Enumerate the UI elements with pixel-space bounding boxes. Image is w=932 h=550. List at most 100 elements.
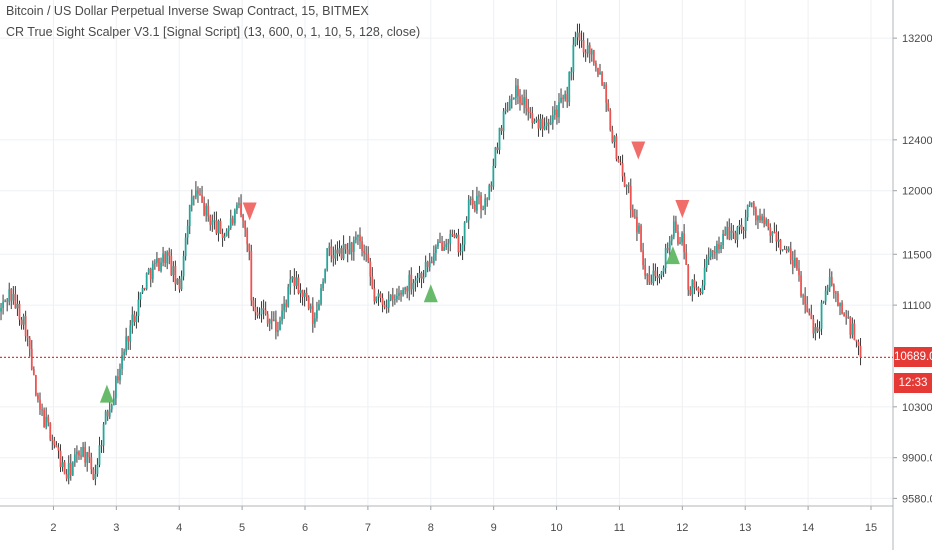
candle-body xyxy=(713,252,716,254)
candle-body xyxy=(779,239,782,251)
candle-body xyxy=(720,245,722,250)
candle-body xyxy=(344,244,347,250)
candle-body xyxy=(494,147,497,166)
y-tick-label: 11100.0 xyxy=(902,300,932,312)
candle-body xyxy=(471,198,474,205)
candle-body xyxy=(691,279,694,295)
candle-body xyxy=(681,233,683,243)
candle-body xyxy=(519,96,521,103)
candle-body xyxy=(742,229,745,231)
candle-body xyxy=(529,111,532,113)
candle-body xyxy=(71,462,74,476)
candle-body xyxy=(10,289,13,301)
candle-body xyxy=(757,215,759,221)
plot-area[interactable] xyxy=(0,0,893,506)
candle-body xyxy=(32,369,35,376)
candle-body xyxy=(531,112,534,123)
x-tick-label: 10 xyxy=(550,522,562,534)
candle-body xyxy=(847,316,850,318)
candle-body xyxy=(748,202,751,206)
y-tick-label: 9900.0 xyxy=(902,453,932,465)
candle-body xyxy=(100,445,103,447)
candle-body xyxy=(291,276,294,280)
candle-body xyxy=(502,111,505,132)
candle-body xyxy=(14,294,17,309)
candle-body xyxy=(588,45,591,55)
candle-body xyxy=(404,287,407,290)
x-tick-label: 13 xyxy=(739,522,751,534)
candle-body xyxy=(53,440,56,446)
candle-body xyxy=(387,299,390,308)
candle-body xyxy=(76,451,78,455)
candle-body xyxy=(211,220,214,225)
candle-body xyxy=(582,40,585,53)
candle-body xyxy=(633,216,636,218)
candle-body xyxy=(408,274,411,292)
candle-body xyxy=(145,273,148,289)
candle-body xyxy=(553,109,556,116)
candle-body xyxy=(37,394,39,400)
candle-body xyxy=(638,225,640,233)
candle-body xyxy=(796,257,798,269)
candle-body xyxy=(213,220,216,222)
candle-body xyxy=(605,84,608,103)
candle-body xyxy=(336,249,339,254)
candle-body xyxy=(744,217,747,231)
candle-body xyxy=(320,288,322,305)
candle-body xyxy=(525,97,528,109)
candle-body xyxy=(549,122,552,125)
candle-body xyxy=(47,416,50,423)
candle-body xyxy=(488,185,491,200)
candle-body xyxy=(190,196,193,206)
candle-body xyxy=(463,222,466,245)
indicator-label[interactable]: CR True Sight Scalper V3.1 [Signal Scrip… xyxy=(6,25,421,39)
candle-body xyxy=(373,288,376,302)
candle-body xyxy=(375,296,378,302)
candle-body xyxy=(746,205,749,218)
candle-body xyxy=(621,163,624,177)
candle-body xyxy=(268,319,271,324)
candle-body xyxy=(266,314,269,324)
candle-body xyxy=(773,231,776,233)
candle-body xyxy=(810,313,813,319)
candle-body xyxy=(570,71,573,73)
candle-body xyxy=(98,445,101,465)
candle-body xyxy=(67,463,70,479)
candle-body xyxy=(677,231,679,244)
candle-body xyxy=(22,316,25,325)
candle-body xyxy=(180,276,183,290)
candle-body xyxy=(465,220,468,223)
candle-body xyxy=(457,234,460,253)
candle-body xyxy=(393,299,396,301)
candle-body xyxy=(332,255,335,259)
candle-body xyxy=(369,261,372,277)
candle-body xyxy=(648,274,651,283)
candle-body xyxy=(311,306,314,324)
candle-body xyxy=(562,97,564,99)
y-tick-label: 12400.0 xyxy=(902,135,932,147)
candle-body xyxy=(652,270,655,283)
candle-body xyxy=(114,376,117,399)
candle-body xyxy=(453,234,456,238)
candle-body xyxy=(625,185,628,187)
candle-body xyxy=(699,291,702,294)
candle-body xyxy=(342,244,345,259)
candle-body xyxy=(654,270,657,277)
candle-body xyxy=(55,445,58,448)
candle-body xyxy=(551,115,554,123)
candle-body xyxy=(160,262,162,271)
x-tick-label: 7 xyxy=(365,522,371,534)
candle-body xyxy=(41,409,43,411)
candle-body xyxy=(420,272,423,279)
candle-body xyxy=(777,239,780,242)
candle-body xyxy=(855,340,858,342)
candle-body xyxy=(102,424,105,446)
candle-body xyxy=(662,268,665,272)
candle-body xyxy=(484,198,487,210)
candle-body xyxy=(781,249,784,251)
candle-body xyxy=(2,301,4,308)
candle-body xyxy=(703,267,706,286)
candle-body xyxy=(806,304,809,312)
candle-body xyxy=(412,282,415,290)
